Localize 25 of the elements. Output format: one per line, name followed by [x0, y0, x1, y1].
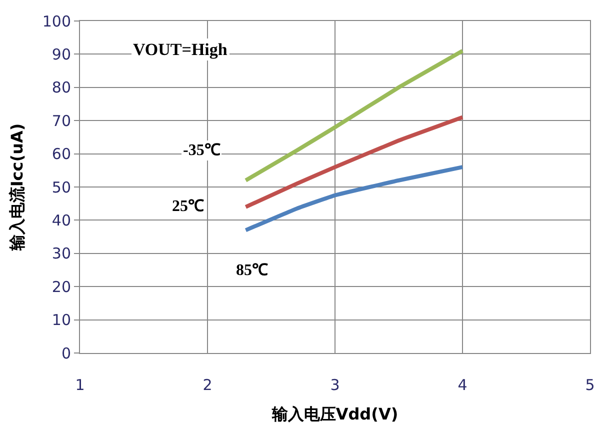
y-tick-label: 20	[52, 278, 71, 296]
y-tick-label: 70	[52, 112, 71, 130]
annotation: VOUT=High	[133, 40, 228, 59]
text: -35℃	[183, 142, 220, 159]
x-axis-title: 输入电压Vdd(V)	[270, 404, 398, 424]
x-tick-label: 4	[458, 376, 468, 394]
line-series	[244, 48, 464, 182]
y-tick-label: 80	[52, 78, 71, 97]
text: 85℃	[236, 262, 268, 279]
x-tick-label: 1	[75, 376, 85, 394]
x-tick-label: 2	[202, 376, 212, 394]
y-tick-label: 50	[52, 178, 71, 196]
y-tick-label: 100	[42, 12, 71, 30]
y-tick-label: 30	[52, 244, 71, 263]
x-tick-label: 5	[585, 376, 595, 394]
y-tick-label: 10	[52, 311, 71, 330]
x-tick-label: 3	[330, 376, 340, 394]
text: 25℃	[172, 198, 204, 215]
y-axis-title: 输入电流Icc(uA)	[7, 123, 26, 252]
y-tick-label: 60	[52, 145, 71, 164]
y-tick-label: 40	[52, 211, 71, 230]
line-series	[244, 115, 464, 209]
line-series	[244, 165, 464, 232]
y-tick-label: 0	[61, 344, 71, 362]
y-tick-label: 90	[52, 45, 71, 64]
